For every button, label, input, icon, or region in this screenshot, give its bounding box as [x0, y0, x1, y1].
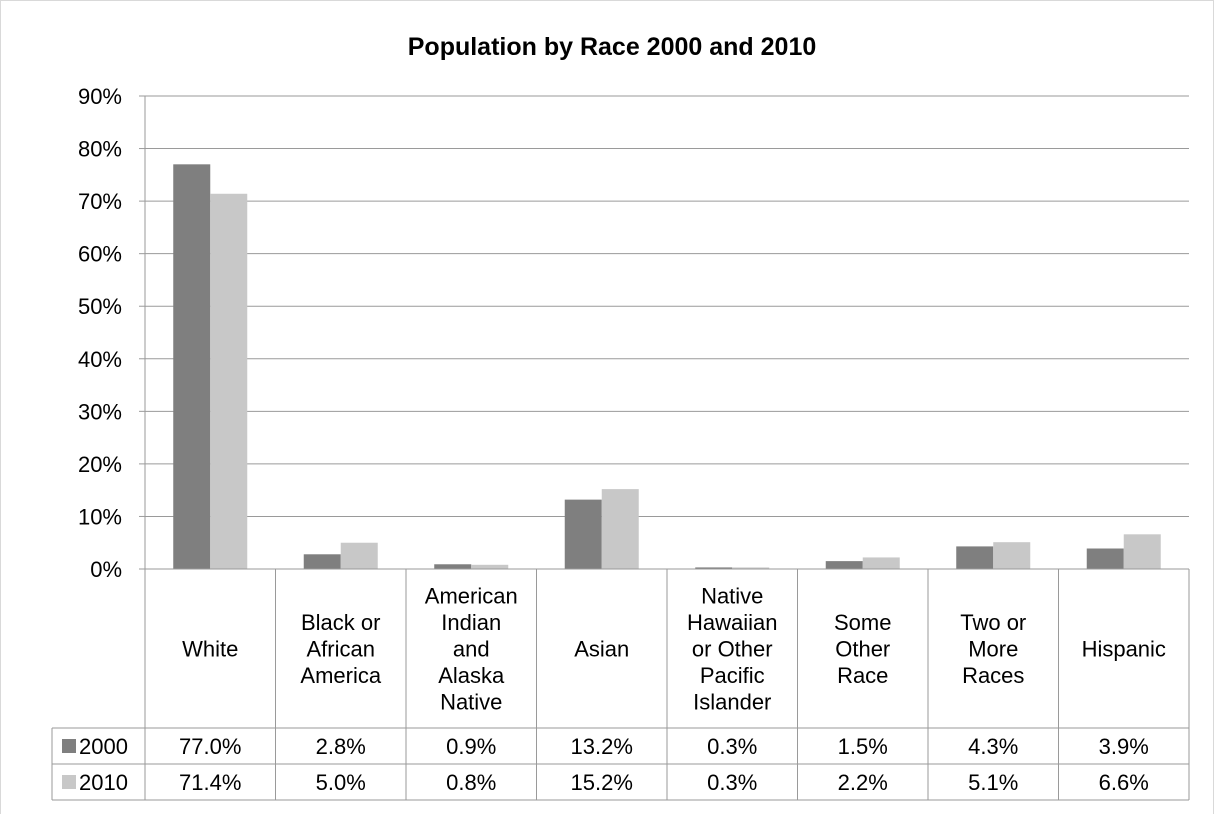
category-label-line: Pacific: [700, 663, 765, 688]
data-label-2010-native-hawaiian-or-other-pacific-islander: 0.3%: [707, 770, 757, 795]
category-label-line: Race: [837, 663, 888, 688]
y-axis-tick-label: 30%: [78, 399, 122, 424]
category-label-two-or-more-races: Two or More Races: [960, 610, 1026, 688]
y-axis-tick-label: 0%: [90, 557, 122, 582]
data-label-2010-two-or-more-races: 5.1%: [968, 770, 1018, 795]
bar-2010-american-indian-and-alaska-native: [471, 564, 509, 569]
legend-label-2000: 2000: [79, 734, 128, 759]
bar-2000-black-or-african-america: [303, 554, 341, 569]
y-axis-tick-label: 70%: [78, 189, 122, 214]
bar-2010-native-hawaiian-or-other-pacific-islander: [732, 567, 770, 569]
category-label-white: White: [182, 637, 238, 662]
bar-2000-asian: [564, 499, 602, 569]
data-label-2010-some-other-race: 2.2%: [838, 770, 888, 795]
category-label-line: Other: [835, 637, 890, 662]
data-label-2000-native-hawaiian-or-other-pacific-islander: 0.3%: [707, 734, 757, 759]
data-label-2000-white: 77.0%: [179, 734, 241, 759]
y-axis-tick-label: 40%: [78, 347, 122, 372]
category-label-some-other-race: Some Other Race: [834, 610, 891, 688]
category-label-line: Hawaiian: [687, 610, 778, 635]
data-label-2000-some-other-race: 1.5%: [838, 734, 888, 759]
category-label-black-or-african-america: Black or African America: [300, 610, 381, 688]
data-label-2000-asian: 13.2%: [571, 734, 633, 759]
category-label-line: and: [453, 637, 490, 662]
category-label-line: More: [968, 637, 1018, 662]
category-label-line: Islander: [693, 690, 771, 715]
y-axis-tick-label: 80%: [78, 137, 122, 162]
y-axis-tick-label: 10%: [78, 504, 122, 529]
bar-2000-hispanic: [1086, 548, 1124, 569]
data-label-2010-black-or-african-america: 5.0%: [316, 770, 366, 795]
legend-key-2000: [62, 739, 76, 753]
data-table: White Black or African America American India…: [51, 568, 1190, 801]
category-label-line: Black or: [301, 610, 380, 635]
category-label-native-hawaiian-or-other-pacific-islander: Native Hawaiian or Other Pacific Islander: [687, 584, 778, 715]
category-label-line: Alaska: [438, 663, 505, 688]
bar-2000-two-or-more-races: [956, 546, 994, 569]
category-label-line: Asian: [574, 637, 629, 662]
bar-2010-hispanic: [1123, 534, 1161, 569]
data-label-2010-american-indian-and-alaska-native: 0.8%: [446, 770, 496, 795]
bar-2010-two-or-more-races: [993, 542, 1031, 569]
bar-2000-native-hawaiian-or-other-pacific-islander: [695, 567, 733, 569]
data-label-2000-hispanic: 3.9%: [1099, 734, 1149, 759]
bar-2000-some-other-race: [825, 561, 863, 569]
data-label-2000-black-or-african-america: 2.8%: [316, 734, 366, 759]
bar-2010-some-other-race: [862, 557, 900, 569]
y-axis-tick-label: 90%: [78, 84, 122, 109]
bars: [173, 164, 1161, 570]
category-label-american-indian-and-alaska-native: American Indian and Alaska Native: [425, 584, 518, 715]
y-axis-tick-labels: 0% 10% 20% 30% 40% 50% 60% 70% 80% 90%: [78, 84, 122, 582]
category-label-line: or Other: [692, 637, 773, 662]
category-label-line: Native: [701, 584, 763, 609]
chart-title: Population by Race 2000 and 2010: [408, 33, 817, 61]
category-label-hispanic: Hispanic: [1082, 637, 1166, 662]
data-label-2000-two-or-more-races: 4.3%: [968, 734, 1018, 759]
legend-label-2010: 2010: [79, 770, 128, 795]
data-label-2000-american-indian-and-alaska-native: 0.9%: [446, 734, 496, 759]
category-label-line: Hispanic: [1082, 637, 1166, 662]
data-label-2010-white: 71.4%: [179, 770, 241, 795]
legend-key-2010: [62, 775, 76, 789]
bar-2010-asian: [601, 489, 639, 569]
gridlines: [139, 95, 1189, 570]
data-label-2010-hispanic: 6.6%: [1099, 770, 1149, 795]
category-label-line: Two or: [960, 610, 1026, 635]
bar-2010-white: [210, 193, 248, 569]
category-label-asian: Asian: [574, 637, 629, 662]
category-label-line: Native: [440, 690, 502, 715]
category-label-line: America: [300, 663, 381, 688]
category-label-line: Some: [834, 610, 891, 635]
y-axis-tick-label: 60%: [78, 242, 122, 267]
bar-2000-white: [173, 164, 211, 570]
category-label-line: American: [425, 584, 518, 609]
y-axis-tick-label: 50%: [78, 294, 122, 319]
y-axis-tick-label: 20%: [78, 452, 122, 477]
category-label-line: African: [307, 637, 375, 662]
category-label-line: Races: [962, 663, 1024, 688]
bar-2010-black-or-african-america: [340, 542, 378, 569]
data-label-2010-asian: 15.2%: [571, 770, 633, 795]
category-label-line: White: [182, 637, 238, 662]
bar-2000-american-indian-and-alaska-native: [434, 564, 472, 569]
category-label-line: Indian: [441, 610, 501, 635]
